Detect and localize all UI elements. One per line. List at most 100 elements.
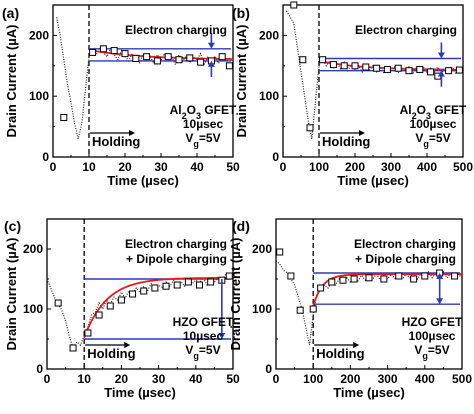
data-point	[299, 56, 307, 64]
data-point	[455, 66, 463, 74]
arrow-head	[207, 42, 215, 49]
data-point	[373, 64, 381, 72]
arrow-head	[207, 60, 215, 67]
x-tick-label: 0	[280, 160, 287, 174]
data-point	[129, 290, 137, 298]
gate-voltage-label: Vg=5V	[415, 131, 450, 149]
y-tick-label: 0	[36, 362, 43, 376]
data-point	[89, 48, 97, 56]
arrow-head	[218, 333, 226, 339]
device-label: HZO GFET	[402, 315, 463, 329]
annotation-text: Electron charging	[125, 23, 227, 37]
x-tick-label: 50	[226, 160, 240, 174]
y-tick-label: 100	[29, 89, 49, 103]
x-tick-label: 100	[303, 372, 323, 386]
arrow-head	[436, 273, 444, 279]
y-tick-label: 0	[272, 150, 279, 164]
holding-arrow-head	[124, 342, 131, 348]
device-label-part: 2	[412, 111, 417, 121]
x-tick-label: 0	[44, 372, 51, 386]
y-axis-label: Drain Current (µA)	[228, 238, 243, 351]
data-point	[164, 53, 172, 61]
device-label: Al2O3 GFET	[400, 103, 467, 121]
holding-label: Holding	[87, 346, 135, 361]
data-point	[173, 281, 181, 289]
y-axis-label: Drain Current (µA)	[4, 25, 19, 138]
holding-arrow-head	[359, 130, 365, 136]
pulse-label: 10µsec	[183, 117, 224, 131]
data-point	[351, 62, 359, 70]
x-tick-label: 400	[415, 372, 435, 386]
data-point	[132, 55, 140, 63]
x-tick-label: 10	[82, 160, 96, 174]
data-point	[153, 57, 161, 65]
device-label: Al2O3 GFET	[170, 103, 237, 121]
data-point	[445, 67, 453, 75]
data-point	[54, 299, 62, 307]
gate-voltage-label-part: V	[185, 131, 193, 145]
annotation-text: Electron charging	[355, 23, 457, 37]
data-point	[143, 53, 151, 61]
data-point	[218, 53, 226, 61]
annotation-text: Electron charging	[125, 237, 227, 251]
data-point	[340, 62, 348, 70]
y-axis-label: Drain Current (µA)	[234, 25, 249, 138]
data-point	[225, 272, 233, 280]
gate-voltage-label-part: g	[193, 139, 199, 149]
device-label-part: 2	[182, 111, 187, 121]
x-tick-label: 400	[417, 160, 437, 174]
panel-letter: (c)	[4, 218, 21, 234]
data-point	[69, 344, 77, 352]
data-point	[328, 278, 336, 286]
data-point	[106, 302, 114, 310]
data-point	[99, 45, 107, 53]
data-point	[121, 50, 129, 58]
x-axis-label: Time (µsec)	[337, 173, 409, 188]
data-point	[117, 296, 125, 304]
gate-voltage-label-part: g	[423, 139, 429, 149]
gate-voltage-label: Vg=5V	[185, 343, 220, 361]
gate-voltage-label-part: =5V	[428, 343, 450, 357]
x-tick-label: 30	[154, 160, 168, 174]
device-label-part: 3	[196, 111, 201, 121]
x-tick-label: 50	[226, 372, 240, 386]
y-tick-label: 0	[265, 362, 272, 376]
pulse-label: 100µsec	[409, 329, 456, 343]
data-point	[416, 65, 424, 73]
holding-arrow-head	[129, 130, 135, 136]
data-point	[309, 305, 317, 313]
x-tick-label: 0	[50, 160, 57, 174]
arrow-head	[437, 52, 445, 59]
data-point	[60, 113, 68, 121]
gate-voltage-label-part: g	[193, 351, 199, 361]
gate-voltage-label-part: =5V	[429, 131, 451, 145]
x-tick-label: 300	[378, 372, 398, 386]
pulse-label: 100µsec	[410, 117, 457, 131]
y-tick-label: 200	[29, 28, 49, 42]
gate-voltage-label: Vg=5V	[414, 343, 449, 361]
x-tick-label: 300	[381, 160, 401, 174]
data-point	[451, 272, 459, 280]
y-tick-label: 100	[23, 302, 43, 316]
data-point	[186, 54, 194, 62]
gate-voltage-label-part: V	[415, 131, 423, 145]
data-point	[365, 274, 373, 282]
data-point	[339, 276, 347, 284]
data-point	[410, 275, 418, 283]
arrow-head	[437, 70, 445, 77]
pulse-label: 10µsec	[183, 329, 224, 343]
data-point	[350, 275, 358, 283]
device-label-part: O	[187, 103, 196, 117]
x-axis-label: Time (µsec)	[107, 173, 179, 188]
holding-label: Holding	[322, 134, 370, 149]
annotation-text: + Dipole charging	[126, 252, 227, 266]
y-tick-label: 200	[252, 242, 272, 256]
data-point	[306, 124, 314, 132]
device-label-part: 3	[426, 111, 431, 121]
y-tick-label: 100	[252, 302, 272, 316]
data-point	[196, 281, 204, 289]
holding-arrow-head	[353, 342, 360, 348]
fit-curve	[83, 276, 233, 339]
